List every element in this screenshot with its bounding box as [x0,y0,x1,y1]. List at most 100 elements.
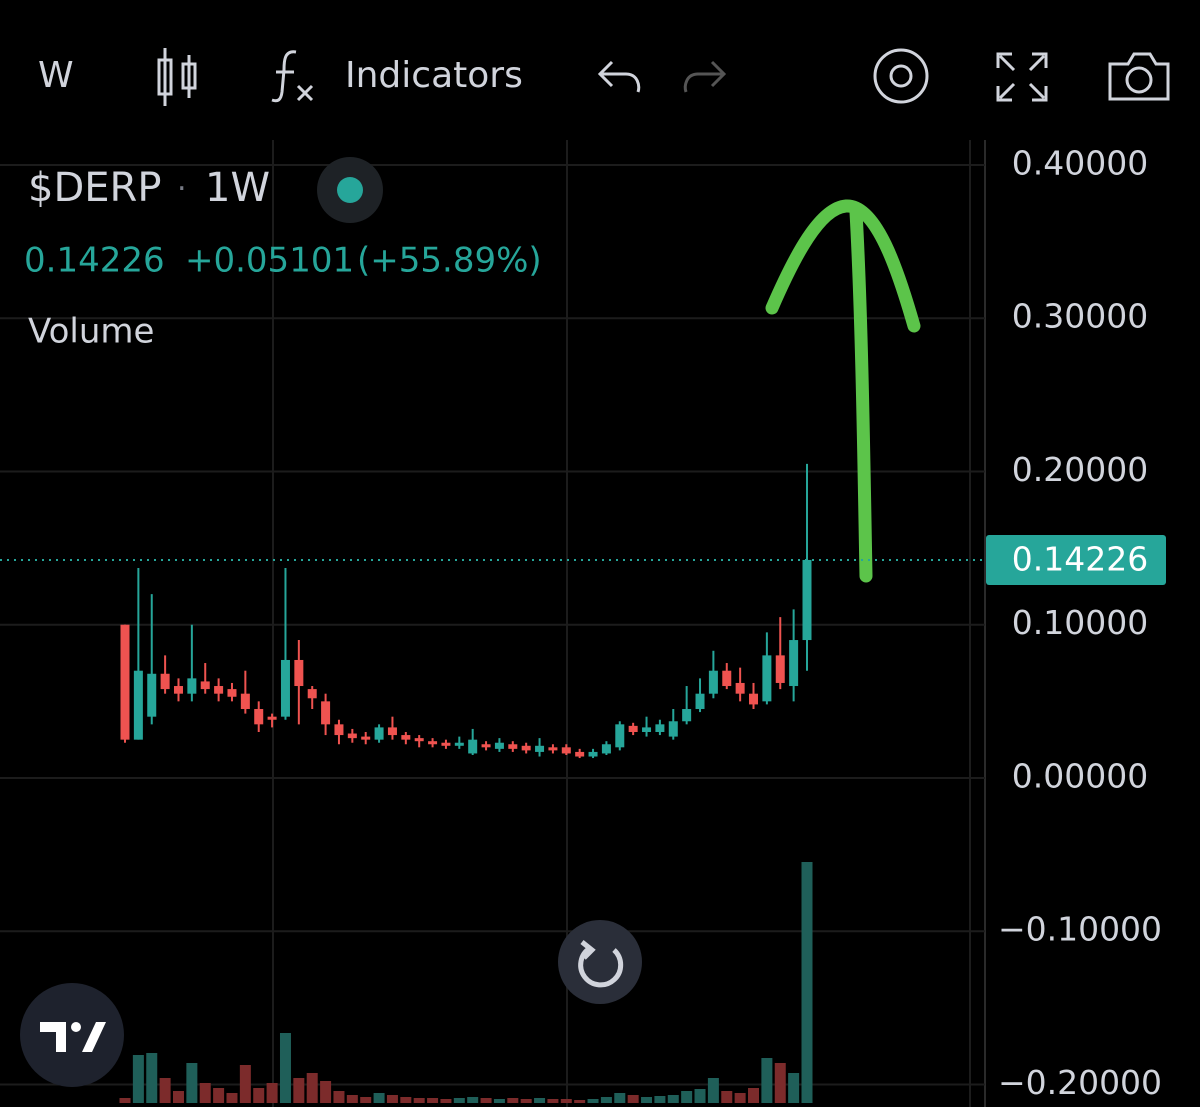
volume-bar [467,1097,479,1103]
candle-body [441,742,451,746]
candle-body [361,736,371,740]
volume-bar [761,1058,773,1103]
candle-body [682,709,692,722]
volume-bar [614,1093,626,1103]
candle-body [722,670,732,687]
interval-button[interactable]: W [38,55,74,96]
symbol: $DERP [28,165,161,211]
volume-bar [748,1088,760,1103]
status-dot [337,177,363,203]
volume-bar [453,1098,465,1103]
candle-body [120,624,130,740]
annotation-arrow [765,199,921,583]
candle-body [401,735,411,740]
volume-bar [172,1091,184,1103]
candle-body [735,682,745,694]
chart-type-icon[interactable] [157,48,197,106]
candle-body [200,681,210,690]
volume-bar [346,1095,358,1103]
last-price-badge [986,534,1166,585]
y-tick-label: −0.20000 [998,1063,1162,1102]
candle-body [789,640,799,687]
candle-body [254,709,264,725]
volume-bar [788,1073,800,1103]
candle-body [775,655,785,683]
y-tick-label: 0.40000 [1012,143,1148,182]
reset-button[interactable] [558,920,642,1004]
candle-body [668,721,678,737]
change-percent: (+55.89%) [357,241,542,281]
y-tick-label: 0.00000 [1012,756,1148,795]
volume-bar [627,1095,639,1103]
volume-bar [534,1098,546,1103]
volume-bar [132,1055,144,1103]
candle-body [294,659,304,687]
volume-bar [801,862,813,1103]
volume-bar [480,1098,492,1103]
volume-bar [654,1096,666,1103]
tradingview-logo[interactable] [20,983,124,1087]
candle-body [601,744,611,754]
candle-body [548,747,558,751]
volume-bar [427,1098,439,1103]
change: +0.05101 [185,241,354,281]
volume-bar [199,1083,211,1103]
candle-body [280,659,290,717]
plot: 0.40000 0.30000 0.20000 0.10000 0.00000 −0.10… [0,143,1162,1103]
volume-bar [560,1099,572,1103]
volume-bar [734,1093,746,1103]
volume-bar [721,1091,733,1103]
candle-body [334,724,344,736]
indicators-button[interactable]: Indicators [345,55,523,96]
volume-bar [293,1078,305,1103]
settings-button[interactable] [873,48,929,104]
volume-bar [600,1097,612,1103]
volume-bar [186,1063,198,1103]
volume-bar [213,1088,225,1103]
candle-body [521,745,531,751]
candle-body [588,751,598,757]
candle-body [481,744,491,748]
candle-body [695,693,705,710]
candle-body [615,724,625,748]
reset-icon [578,940,624,988]
candle-body [708,670,718,694]
volume-bar [641,1097,653,1103]
candle-body [575,751,585,757]
last-price: 0.14226 [24,241,165,281]
candle-body [133,670,143,740]
candle-body [414,738,424,742]
last-price-label: 0.14226 [1012,539,1148,578]
candle-body [214,686,224,694]
volume-bar [493,1099,505,1103]
volume-bar [774,1063,786,1103]
y-tick-label: 0.10000 [1012,603,1148,642]
candle-body [187,678,197,694]
redo-button[interactable] [683,60,727,93]
candle-body [428,741,438,745]
candle-body [173,686,183,694]
vertical-grid [272,140,986,1107]
volume-bar [386,1095,398,1103]
logo-dot [71,1022,81,1032]
candle-body [240,693,250,710]
candle-body [321,701,331,725]
fullscreen-button[interactable] [996,52,1048,102]
candle-body [642,727,652,733]
candle-body [494,742,504,749]
volume-bar [440,1099,452,1103]
logo-mark [40,1022,106,1052]
volume-bar [547,1099,559,1103]
screenshot-button[interactable] [1108,52,1170,101]
volume-bar [226,1093,238,1103]
volume-bar [333,1091,345,1103]
candle-body [468,739,478,754]
candle-body [802,559,812,641]
candle-body [267,716,277,720]
indicators-icon[interactable] [271,50,314,103]
candle-body [147,673,157,717]
volume-legend: Volume [28,312,154,352]
undo-button[interactable] [597,60,641,93]
